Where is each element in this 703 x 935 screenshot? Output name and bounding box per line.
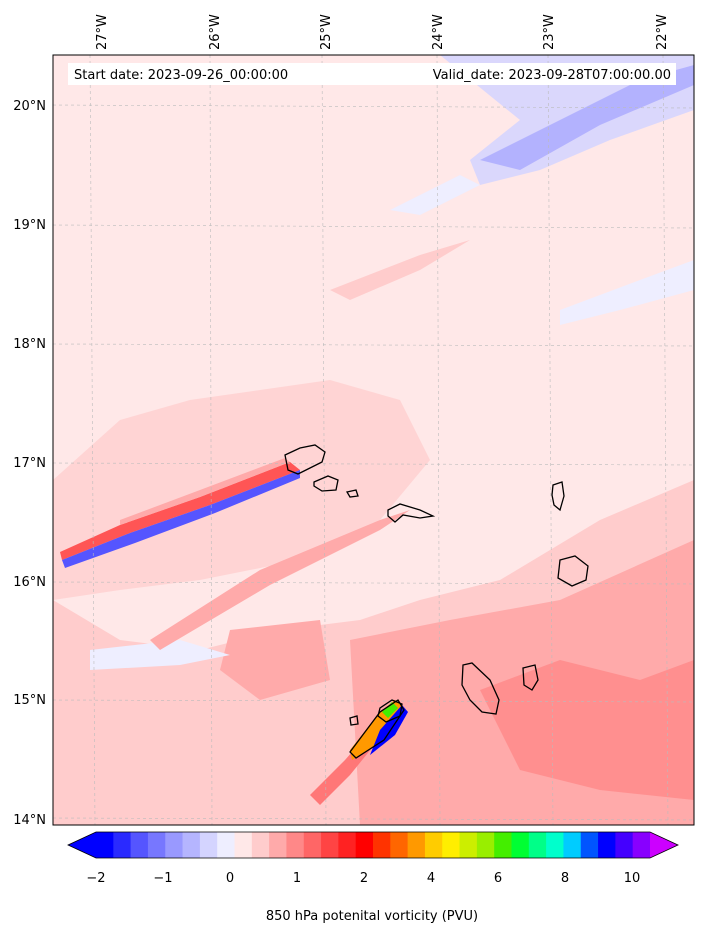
- lat-label: 17°N: [13, 456, 46, 471]
- colorbar-swatch: [511, 832, 530, 858]
- colorbar-tick-label: 8: [561, 871, 569, 886]
- island-santo-antao: [284, 444, 326, 475]
- colorbar-swatch: [96, 832, 114, 858]
- colorbar-swatch: [113, 832, 132, 858]
- lat-label: 19°N: [13, 218, 46, 233]
- colorbar-swatch: [355, 832, 374, 858]
- colorbar-swatch: [476, 832, 495, 858]
- colorbar-swatch: [407, 832, 426, 858]
- lon-label: 27°W: [95, 14, 110, 50]
- island-santa-luzia: [345, 489, 359, 498]
- colorbar-tick-label: −1: [153, 871, 172, 886]
- colorbar-swatch: [632, 832, 651, 858]
- colorbar-outline: [67, 831, 679, 859]
- colorbar-tick-label: 4: [427, 871, 435, 886]
- colorbar-swatch: [269, 832, 287, 858]
- colorbar-swatch: [338, 832, 357, 858]
- colorbar-swatch: [182, 832, 201, 858]
- lat-label: 20°N: [13, 99, 46, 114]
- colorbar-swatch: [321, 832, 339, 858]
- colorbar-swatch: [580, 832, 599, 858]
- colorbar-swatch: [217, 832, 235, 858]
- lon-label: 22°W: [655, 14, 670, 50]
- colorbar-swatch: [373, 832, 391, 858]
- start-date-label: Start date: 2023-09-26_00:00:00: [74, 68, 288, 83]
- latitude-labels: 20°N 19°N 18°N 17°N 16°N 15°N 14°N: [13, 99, 46, 828]
- lon-label: 23°W: [542, 14, 557, 50]
- island-boa-vista: [557, 555, 589, 587]
- colorbar-title: 850 hPa potenital vorticity (PVU): [266, 909, 478, 924]
- colorbar-extend-min: [68, 832, 96, 858]
- colorbar-tick-label: 0: [226, 871, 234, 886]
- lon-label: 26°W: [208, 14, 223, 50]
- colorbar-swatch: [528, 832, 547, 858]
- island-sao-vicente: [313, 475, 339, 492]
- colorbar-tick-label: −2: [86, 871, 105, 886]
- island-sao-nicolau: [387, 503, 436, 523]
- lon-label: 25°W: [319, 14, 334, 50]
- colorbar-swatch: [494, 832, 512, 858]
- colorbar-swatch: [424, 832, 443, 858]
- lat-label: 15°N: [13, 693, 46, 708]
- island-sal: [551, 481, 565, 512]
- colorbar-swatch: [199, 832, 218, 858]
- colorbar-swatch: [563, 832, 582, 858]
- valid-date-label: Valid_date: 2023-09-28T07:00:00.00: [433, 68, 671, 83]
- vorticity-field: [53, 55, 694, 825]
- colorbar-swatch: [234, 832, 253, 858]
- colorbar-swatch: [303, 832, 322, 858]
- lat-label: 16°N: [13, 575, 46, 590]
- colorbar-swatch: [546, 832, 564, 858]
- colorbar-swatch: [165, 832, 184, 858]
- colorbar-extend-max: [650, 832, 678, 858]
- island-santiago: [461, 662, 500, 715]
- header-box: [68, 63, 676, 85]
- colorbar-swatch: [147, 832, 166, 858]
- colorbar-tick-label: 2: [360, 871, 368, 886]
- lat-label: 18°N: [13, 337, 46, 352]
- colorbar-swatch: [130, 832, 149, 858]
- colorbar-swatch: [442, 832, 461, 858]
- colorbar-swatch: [251, 832, 270, 858]
- colorbar-swatch: [459, 832, 478, 858]
- colorbar: [67, 831, 679, 859]
- island-brava: [349, 715, 359, 726]
- longitude-labels: 27°W 26°W 25°W 24°W 23°W 22°W: [95, 14, 670, 50]
- colorbar-swatch: [615, 832, 634, 858]
- storm-contour: [349, 699, 405, 759]
- colorbar-swatch: [286, 832, 305, 858]
- island-maio: [522, 664, 539, 691]
- lon-label: 24°W: [431, 14, 446, 50]
- map-panel: Start date: 2023-09-26_00:00:00 Valid_da…: [53, 55, 694, 825]
- colorbar-tick-label: 6: [494, 871, 502, 886]
- coastlines: [284, 444, 589, 759]
- lat-label: 14°N: [13, 813, 46, 828]
- colorbar-tick-label: 1: [293, 871, 301, 886]
- colorbar-tick-label: 10: [624, 871, 641, 886]
- colorbar-ticks: −2 −1 0 1 2 4 6 8 10: [86, 871, 640, 886]
- colorbar-swatch: [598, 832, 616, 858]
- graticule: [53, 55, 694, 825]
- map-border: [52, 54, 695, 826]
- colorbar-swatch: [390, 832, 409, 858]
